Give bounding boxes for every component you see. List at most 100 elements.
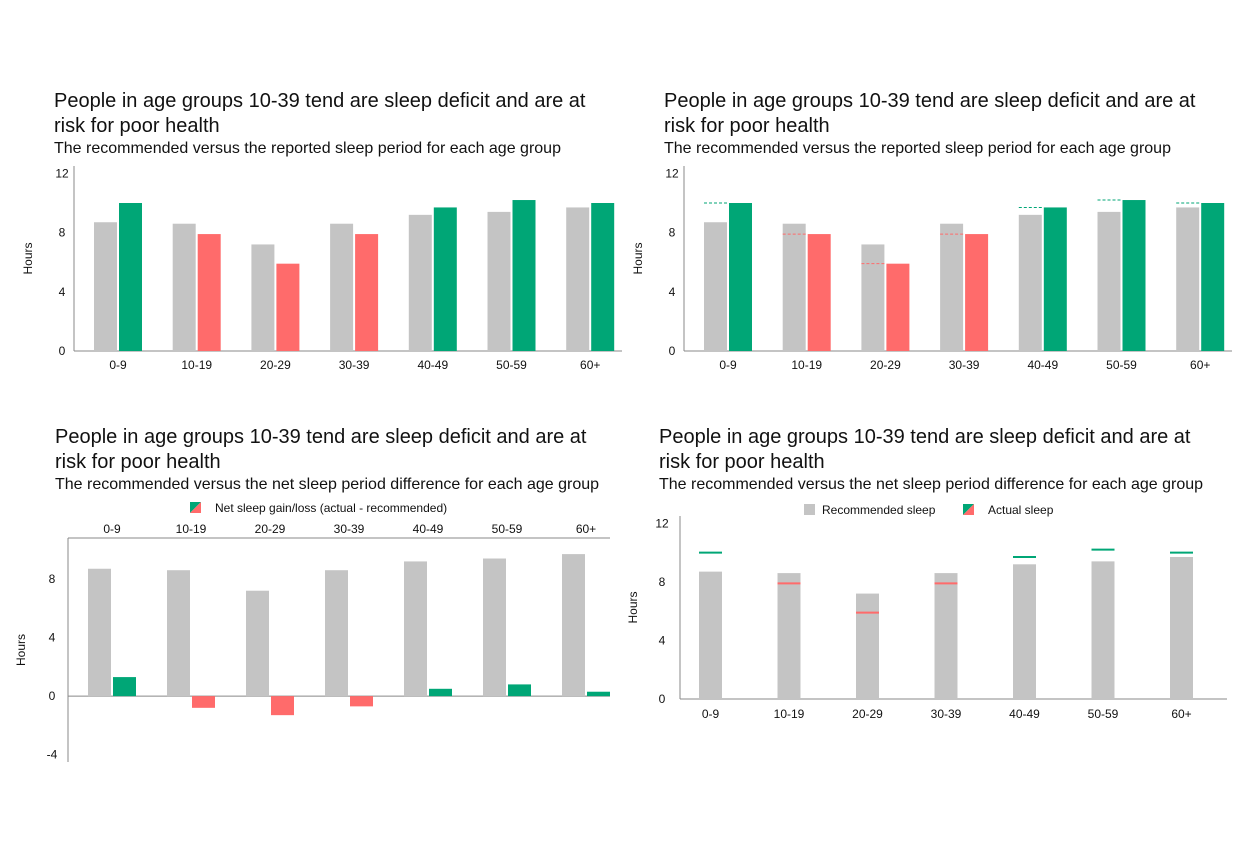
chart-title: People in age groups 10-39 tend are slee… [54,90,586,137]
y-tick-label: 4 [49,631,56,645]
x-tick-label: 10-19 [774,707,805,721]
chart-subtitle: The recommended versus the net sleep per… [55,476,600,493]
bar-recommended [782,223,806,351]
bar-recommended [483,558,506,697]
bar-recommended [172,223,196,351]
y-tick-label: 0 [669,344,676,358]
bar-actual [512,200,536,351]
chart-title: People in age groups 10-39 tend are slee… [55,426,587,473]
y-axis-label: Hours [14,634,28,666]
bar-recommended [404,561,427,697]
y-tick-label: 12 [655,516,669,530]
x-tick-label: 30-39 [339,358,370,372]
chart-panel-3: People in age groups 10-39 tend are slee… [55,425,615,495]
bar-net-difference [587,691,610,697]
bar-recommended [167,570,190,697]
bar-recommended [94,222,117,351]
chart-subtitle: The recommended versus the reported slee… [54,140,561,157]
chart-title: People in age groups 10-39 tend are slee… [664,90,1196,137]
x-tick-label: 30-39 [949,358,980,372]
x-tick-label: 30-39 [334,522,365,536]
y-tick-label: 4 [59,285,66,299]
chart-subtitle: The recommended versus the net sleep per… [659,476,1204,493]
y-tick-label: 0 [59,344,66,358]
bar-actual [965,234,989,351]
bar-recommended [487,211,511,351]
y-tick-label: 0 [659,692,666,706]
x-tick-label: 10-19 [176,522,207,536]
x-tick-label: 40-49 [1027,358,1058,372]
bar-recommended [1170,556,1193,699]
x-tick-label: 20-29 [255,522,286,536]
legend-label: Net sleep gain/loss (actual - recommende… [215,501,447,515]
x-tick-label: 0-9 [719,358,737,372]
bar-recommended [325,570,348,697]
bar-recommended [1097,211,1121,351]
y-axis-label: Hours [21,242,35,274]
y-tick-label: -4 [47,748,58,762]
bar-recommended [934,573,958,699]
chart-panel-2: People in age groups 10-39 tend are slee… [664,89,1224,159]
bar-recommended [408,214,432,351]
chart-panel-1: People in age groups 10-39 tend are slee… [54,89,614,159]
bar-actual [591,203,615,351]
bar-recommended [1091,561,1115,699]
bar-actual [1201,203,1225,351]
y-tick-label: 4 [659,633,666,647]
legend-label: Actual sleep [988,503,1054,517]
bar-recommended [856,593,879,699]
bar-actual [355,234,379,351]
y-tick-label: 8 [659,575,666,589]
bar-net-difference [113,677,136,697]
x-tick-label: 10-19 [181,358,212,372]
legend-swatch-recommended [804,504,815,515]
y-tick-label: 8 [669,226,676,240]
y-axis-label: Hours [626,591,640,623]
bar-actual [729,203,752,351]
y-tick-label: 12 [55,166,69,180]
bar-actual [119,203,142,351]
bar-net-difference [508,684,531,697]
bar-actual [433,207,457,351]
x-tick-label: 40-49 [1009,707,1040,721]
bar-recommended [777,573,801,699]
bar-recommended [704,222,727,351]
bar-recommended [251,244,275,351]
x-tick-label: 60+ [1190,358,1210,372]
chart-panel-4: People in age groups 10-39 tend are slee… [659,425,1219,495]
bar-actual [1043,207,1067,351]
x-tick-label: 50-59 [496,358,527,372]
x-tick-label: 50-59 [492,522,523,536]
x-tick-label: 50-59 [1106,358,1137,372]
bar-actual [807,234,831,351]
x-tick-label: 60+ [580,358,600,372]
y-tick-label: 8 [59,226,66,240]
x-tick-label: 50-59 [1088,707,1119,721]
chart-subtitle: The recommended versus the reported slee… [664,140,1171,157]
x-tick-label: 0-9 [109,358,127,372]
bar-actual [197,234,221,351]
bar-recommended [246,590,269,697]
y-tick-label: 8 [49,572,56,586]
bar-recommended [88,568,111,697]
chart-title: People in age groups 10-39 tend are slee… [659,426,1191,473]
x-tick-label: 40-49 [417,358,448,372]
x-tick-label: 60+ [1171,707,1191,721]
x-tick-label: 10-19 [791,358,822,372]
bar-recommended [562,554,585,697]
bar-recommended [330,223,354,351]
bar-net-difference [429,688,452,697]
bar-recommended [861,244,885,351]
legend-swatch-actual-red [963,504,974,515]
y-tick-label: 4 [669,285,676,299]
bar-net-difference [192,696,215,708]
bar-net-difference [350,696,373,707]
bar-recommended [566,207,590,351]
bar-net-difference [271,696,294,716]
x-tick-label: 60+ [576,522,596,536]
x-tick-label: 0-9 [702,707,720,721]
bar-recommended [1018,214,1042,351]
